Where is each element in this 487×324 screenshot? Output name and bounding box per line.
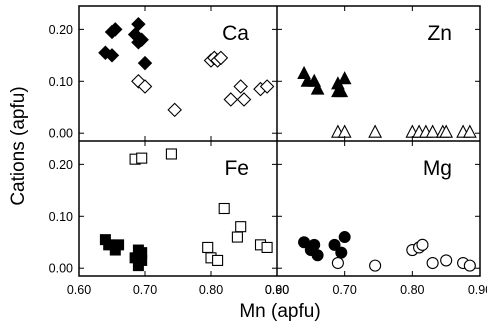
ca-diamond-point bbox=[104, 48, 120, 63]
zn-triangle-point bbox=[310, 81, 325, 95]
y-axis-title: Cations (apfu) bbox=[8, 86, 29, 205]
x-tick-label: 0.80 bbox=[199, 283, 223, 297]
fe-square-point bbox=[261, 241, 273, 253]
ca-diamond-point bbox=[108, 22, 123, 37]
panel-label-mg: Mg bbox=[423, 157, 452, 180]
zn-triangle-point bbox=[425, 124, 440, 138]
zn-triangle-point bbox=[368, 124, 383, 138]
panel-label-ca: Ca bbox=[222, 22, 249, 45]
x-tick-label: 0.80 bbox=[400, 283, 424, 297]
ca-diamond-point bbox=[223, 92, 239, 107]
frame-layer bbox=[78, 5, 481, 277]
y-tick-label: 0.10 bbox=[49, 75, 73, 89]
mg-circle-point bbox=[416, 238, 429, 251]
fe-square-point bbox=[165, 148, 177, 160]
panel-zn-filled-series bbox=[297, 65, 352, 98]
zn-triangle-point bbox=[439, 124, 454, 138]
x-tick-label: 0.90 bbox=[265, 283, 289, 297]
zn-triangle-point bbox=[334, 84, 349, 98]
panel-mg-filled-series bbox=[298, 231, 351, 262]
fe-square-point bbox=[113, 239, 125, 251]
fe-square-point bbox=[235, 221, 247, 233]
mg-circle-point bbox=[328, 238, 341, 251]
mg-circle-point bbox=[426, 256, 439, 270]
ca-diamond-point bbox=[213, 50, 229, 66]
mg-circle-point bbox=[335, 246, 348, 259]
fe-square-point bbox=[212, 254, 224, 266]
ca-diamond-point bbox=[137, 79, 153, 94]
panel-ca-filled-series bbox=[98, 16, 153, 71]
panel-fe-filled-series bbox=[99, 234, 148, 272]
ticks-layer: 0.00 0.10 0.20 0.00 0.10 0.20 0.60 0.70 0.80 0.90… bbox=[49, 6, 487, 297]
panel-label-fe: Fe bbox=[224, 157, 249, 180]
fe-square-point bbox=[231, 231, 243, 243]
mg-circle-point bbox=[440, 254, 453, 267]
panel-zn-open-series bbox=[330, 124, 477, 138]
y-tick-label: 0.20 bbox=[49, 23, 73, 37]
panel-fe-open-series bbox=[129, 148, 273, 266]
ca-diamond-point bbox=[137, 55, 153, 71]
zn-triangle-point bbox=[337, 71, 352, 85]
panel-label-zn: Zn bbox=[427, 22, 452, 45]
x-tick-label: 0.70 bbox=[332, 283, 356, 297]
mg-circle-point bbox=[369, 259, 382, 272]
mg-circle-point bbox=[308, 238, 321, 251]
fe-square-point bbox=[136, 247, 148, 259]
y-tick-label: 0.00 bbox=[49, 127, 73, 141]
fe-square-point bbox=[136, 152, 148, 164]
ca-diamond-point bbox=[259, 79, 275, 94]
panel-ca: Ca bbox=[98, 16, 275, 118]
panel-zn: Zn bbox=[297, 22, 477, 138]
zn-triangle-point bbox=[462, 124, 477, 138]
panel-ca-open-series bbox=[131, 50, 275, 118]
panel-mg: Mg bbox=[298, 157, 476, 272]
panel-mg-open-series bbox=[331, 238, 476, 272]
y-tick-label: 0.10 bbox=[49, 210, 73, 224]
fe-square-point bbox=[202, 241, 214, 253]
ca-diamond-point bbox=[131, 16, 146, 32]
mg-circle-point bbox=[331, 256, 344, 270]
panels-layer: Ca Zn Fe Mg bbox=[98, 16, 477, 272]
x-axis-title: Mn (apfu) bbox=[239, 301, 320, 322]
mg-circle-point bbox=[463, 259, 476, 272]
y-tick-label: 0.00 bbox=[49, 262, 73, 276]
fe-square-point bbox=[218, 202, 230, 215]
x-tick-label: 0.60 bbox=[265, 283, 289, 297]
panel-fe: Fe bbox=[99, 148, 273, 272]
ca-diamond-point bbox=[134, 32, 149, 47]
x-tick-label: 0.70 bbox=[133, 283, 157, 297]
y-tick-label: 0.20 bbox=[49, 158, 73, 172]
ca-diamond-point bbox=[167, 102, 182, 118]
mg-circle-point bbox=[311, 249, 324, 262]
x-tick-label: 0.90 bbox=[468, 283, 487, 297]
mg-circle-point bbox=[338, 231, 351, 244]
ca-diamond-point bbox=[236, 92, 252, 107]
ca-diamond-point bbox=[233, 79, 248, 94]
x-tick-label: 0.60 bbox=[67, 283, 91, 297]
